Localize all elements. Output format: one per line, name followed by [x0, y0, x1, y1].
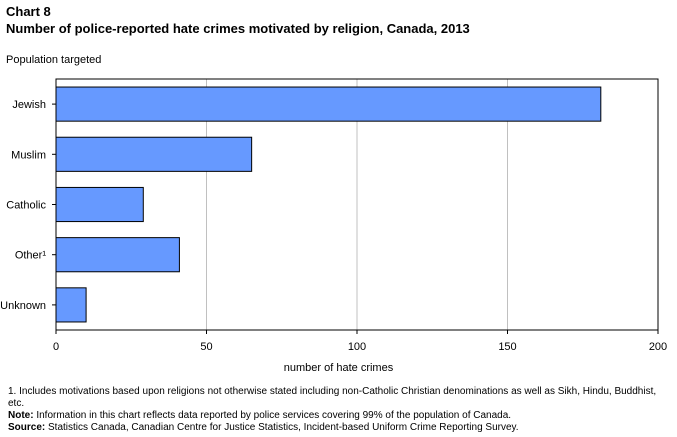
- chart-title: Number of police-reported hate crimes mo…: [6, 21, 470, 36]
- y-axis-title: Population targeted: [6, 54, 102, 66]
- source-label: Source:: [8, 422, 46, 433]
- note-label: Note:: [8, 410, 34, 421]
- x-tick-label: 200: [649, 341, 667, 353]
- x-tick-label: 50: [200, 341, 212, 353]
- chart-notes: 1. Includes motivations based upon relig…: [8, 386, 673, 434]
- category-label: Muslim: [11, 149, 46, 161]
- category-label: Unknown: [0, 300, 46, 312]
- source-line: Source: Statistics Canada, Canadian Cent…: [8, 422, 673, 434]
- category-label: Jewish: [12, 99, 46, 111]
- x-tick-label: 0: [53, 341, 59, 353]
- note-line: Note: Information in this chart reflects…: [8, 410, 673, 422]
- bar-2: [55, 186, 144, 223]
- bar-4: [55, 287, 87, 323]
- bar-1: [55, 136, 253, 172]
- chart-number: Chart 8: [6, 4, 51, 19]
- x-axis-title: number of hate crimes: [283, 362, 394, 374]
- bar-0: [55, 86, 602, 122]
- bar-chart: Jewish Muslim Catholic Other¹ Unknown 0 50 100 1…: [0, 78, 667, 353]
- note-text: Information in this chart reflects data …: [33, 410, 512, 421]
- x-tick-label: 150: [498, 341, 516, 353]
- category-label: Catholic: [6, 200, 46, 212]
- source-text: Statistics Canada, Canadian Centre for J…: [45, 422, 519, 433]
- footnote-1: 1. Includes motivations based upon relig…: [8, 386, 657, 409]
- x-tick-label: 100: [348, 341, 366, 353]
- category-label: Other¹: [15, 250, 47, 262]
- bar-3: [55, 237, 180, 273]
